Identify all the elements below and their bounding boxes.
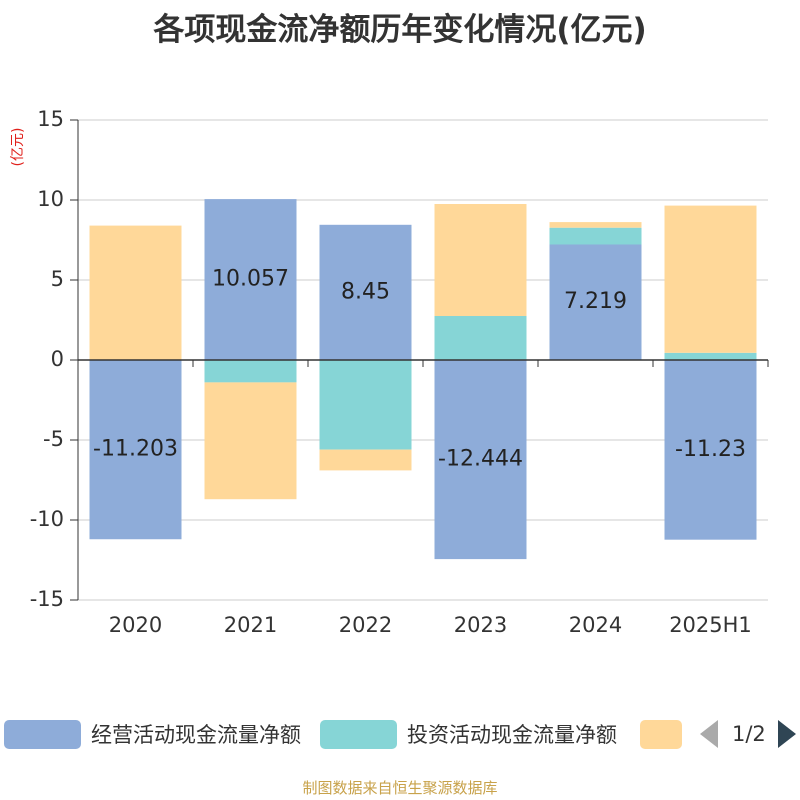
chart-title: 各项现金流净额历年变化情况(亿元): [153, 12, 647, 48]
y-axis-unit-label: (亿元): [10, 128, 26, 167]
x-tick-label: 2021: [224, 613, 277, 637]
data-label-2024: 7.219: [564, 289, 627, 314]
data-label-2023: -12.444: [438, 447, 523, 472]
bar-operating-2025H1: [664, 360, 757, 540]
y-tick-label: 5: [51, 267, 64, 291]
y-tick-label: 0: [51, 347, 64, 371]
bar-investing-2022: [319, 360, 412, 450]
chart-plot-area: -15 -10 -5 0 5 10 15 -11.203 10.057 8.45 -12.444 7.…: [30, 107, 769, 637]
x-tick-label: 2023: [454, 613, 507, 637]
y-tick-label: -5: [43, 427, 64, 451]
legend-item-financing[interactable]: [640, 716, 682, 752]
data-label-2025H1: -11.23: [675, 437, 746, 462]
legend-label-operating: 经营活动现金流量净额: [91, 723, 301, 747]
bar-operating-2020: [89, 360, 182, 540]
bar-investing-2021: [204, 360, 297, 383]
data-label-2021: 10.057: [212, 267, 289, 292]
data-label-2022: 8.45: [341, 279, 390, 304]
y-tick-label: 10: [37, 187, 64, 211]
x-tick-label: 2022: [339, 613, 392, 637]
y-tick-label: -10: [30, 507, 64, 531]
legend: 经营活动现金流量净额 投资活动现金流量净额 1/2: [0, 716, 800, 756]
legend-label-investing: 投资活动现金流量净额: [407, 723, 617, 747]
y-tick-label: 15: [37, 107, 64, 131]
legend-swatch-financing: [640, 719, 682, 749]
bar-investing-2025H1: [664, 352, 757, 360]
bar-financing-2022: [319, 449, 412, 471]
bar-investing-2023: [434, 316, 527, 360]
bar-operating-2021: [204, 199, 297, 360]
bar-operating-2023: [434, 360, 527, 560]
legend-pager: 1/2: [700, 716, 796, 752]
bar-financing-2021: [204, 382, 297, 500]
x-tick-label: 2020: [109, 613, 162, 637]
legend-page-indicator: 1/2: [732, 722, 766, 746]
legend-next-page-icon[interactable]: [777, 720, 796, 748]
y-tick-label: -15: [30, 587, 64, 611]
bar-investing-2024: [549, 227, 642, 245]
bar-operating-2022: [319, 224, 412, 360]
bar-financing-2024: [549, 222, 642, 228]
bar-operating-2024: [549, 244, 642, 360]
data-source-footer: 制图数据来自恒生聚源数据库: [302, 779, 498, 797]
x-tick-label: 2024: [569, 613, 622, 637]
data-label-2020: -11.203: [93, 437, 178, 462]
legend-item-operating[interactable]: 经营活动现金流量净额: [4, 716, 301, 752]
bar-financing-2023: [434, 204, 527, 316]
legend-swatch-operating: [4, 719, 81, 749]
svg-text:(亿元): (亿元): [10, 128, 26, 167]
bar-financing-2020: [89, 225, 182, 360]
legend-item-investing[interactable]: 投资活动现金流量净额: [320, 716, 617, 752]
legend-prev-page-icon[interactable]: [700, 720, 718, 748]
bar-financing-2025H1: [664, 205, 757, 353]
legend-swatch-investing: [320, 719, 397, 749]
x-tick-label: 2025H1: [669, 613, 752, 637]
